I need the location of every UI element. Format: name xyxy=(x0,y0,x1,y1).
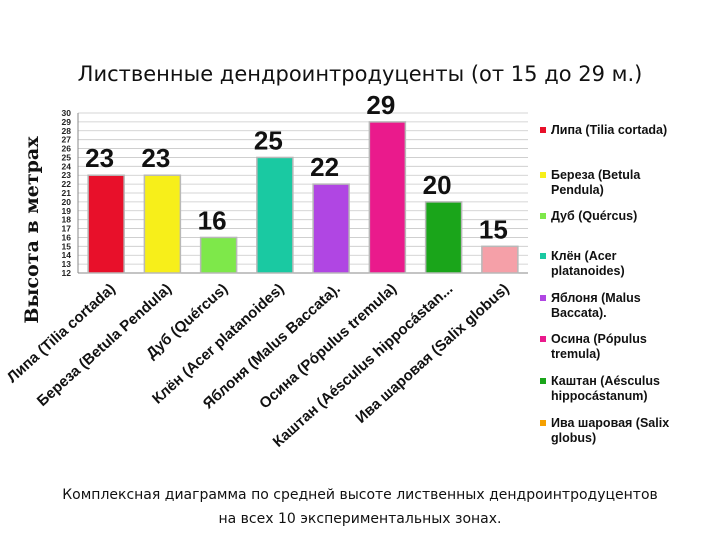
bar xyxy=(87,174,125,274)
bar xyxy=(368,121,407,274)
legend-label-line: Клён (Acer xyxy=(551,249,617,263)
legend-swatch xyxy=(540,213,546,219)
legend-swatch xyxy=(540,172,546,178)
y-tick-label: 27 xyxy=(62,135,72,145)
legend-swatch xyxy=(540,295,546,301)
y-tick-label: 24 xyxy=(62,161,72,171)
y-tick-label: 28 xyxy=(62,126,72,136)
legend-label-line: Дуб (Quércus) xyxy=(551,209,637,223)
data-label: 29 xyxy=(366,90,395,120)
bar xyxy=(424,201,463,274)
legend-label-line: Липа (Tilia cortada) xyxy=(551,123,667,137)
legend-label-line: Baccata). xyxy=(551,306,607,320)
data-label: 23 xyxy=(85,143,114,173)
legend-swatch xyxy=(540,420,546,426)
legend-label-line: hippocástanum) xyxy=(551,389,648,403)
y-tick-label: 18 xyxy=(62,215,72,225)
y-tick-label: 16 xyxy=(62,232,72,242)
legend-label-line: Каштан (Aésculus xyxy=(551,374,660,388)
legend-label-line: Яблоня (Malus xyxy=(551,291,641,305)
chart-title: Лиственные дендроинтродуценты (от 15 до … xyxy=(77,62,643,86)
legend-label: Каштан (Aésculus hippocástanum) xyxy=(551,374,660,403)
y-tick-label: 23 xyxy=(62,170,72,180)
bar xyxy=(256,156,294,274)
data-label: 16 xyxy=(198,205,227,235)
y-tick-label: 12 xyxy=(62,268,72,278)
legend-label-line: Осина (Pópulus xyxy=(551,332,647,346)
y-tick-label: 25 xyxy=(62,152,72,162)
legend-label-line: globus) xyxy=(551,431,596,445)
data-label: 22 xyxy=(310,152,339,182)
legend-label: Ива шаровая (Salix globus) xyxy=(551,416,669,445)
caption-line-2: на всех 10 экспериментальных зонах. xyxy=(218,511,502,527)
legend-swatch xyxy=(540,378,546,384)
legend-label: Осина (Pópulus tremula) xyxy=(551,332,647,361)
y-tick-label: 26 xyxy=(62,144,72,154)
y-tick-label: 19 xyxy=(62,206,72,216)
legend-label-line: platanoides) xyxy=(551,264,625,278)
y-tick-label: 30 xyxy=(62,108,72,118)
bar xyxy=(481,245,519,274)
legend-label-line: tremula) xyxy=(551,347,600,361)
y-tick-label: 21 xyxy=(62,188,72,198)
y-tick-label: 13 xyxy=(62,259,72,269)
data-label: 23 xyxy=(141,143,170,173)
data-label: 25 xyxy=(254,125,283,155)
y-tick-label: 17 xyxy=(62,224,72,234)
bar xyxy=(199,236,238,274)
caption-line-1: Комплексная диаграмма по средней высоте … xyxy=(62,487,658,503)
legend-swatch xyxy=(540,336,546,342)
bar xyxy=(143,174,182,274)
data-label: 20 xyxy=(423,170,452,200)
data-label: 15 xyxy=(479,214,508,244)
y-axis-label: Высота в метрах xyxy=(21,136,43,324)
legend-label-line: Pendula) xyxy=(551,183,604,197)
legend-label-line: Ива шаровая (Salix xyxy=(551,416,669,430)
y-tick-label: 29 xyxy=(62,117,72,127)
legend-label: Липа (Tilia cortada) xyxy=(551,123,667,137)
y-tick-label: 20 xyxy=(62,197,72,207)
legend-label: Береза (Betula Pendula) xyxy=(551,168,641,197)
legend-label-line: Береза (Betula xyxy=(551,168,641,182)
chart-caption: Комплексная диаграмма по средней высоте … xyxy=(40,483,680,531)
legend-label: Дуб (Quércus) xyxy=(551,209,637,223)
y-tick-label: 22 xyxy=(62,179,72,189)
bar xyxy=(312,183,350,274)
legend-label: Клён (Acer platanoides) xyxy=(551,249,625,278)
y-tick-label: 15 xyxy=(62,241,72,251)
legend-swatch xyxy=(540,253,546,259)
legend-label: Яблоня (Malus Baccata). xyxy=(551,291,641,320)
legend-swatch xyxy=(540,127,546,133)
y-tick-label: 14 xyxy=(62,250,72,260)
